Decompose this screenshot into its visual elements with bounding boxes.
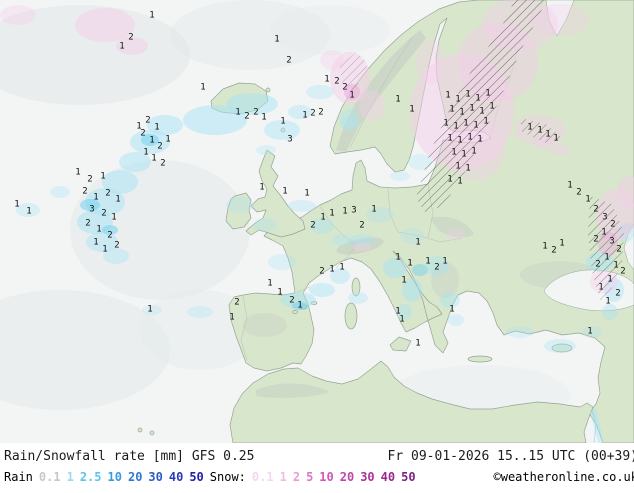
rain-legend: 0.1 1 2.5 10 20 30 40 50	[39, 467, 204, 487]
copyright: ©weatheronline.co.uk	[494, 467, 634, 487]
snow-legend-value: 20	[340, 467, 354, 487]
snow-legend-value: 0.1	[252, 467, 274, 487]
snow-legend-value: 40	[381, 467, 395, 487]
rain-legend-value: 40	[169, 467, 183, 487]
snow-legend-value: 30	[360, 467, 374, 487]
rain-legend-value: 50	[189, 467, 203, 487]
rain-legend-value: 30	[148, 467, 162, 487]
island-ibiza	[293, 311, 298, 314]
island-faroe	[266, 88, 270, 92]
caption-bar: Rain/Snowfall rate [mm] GFS 0.25 Fr 09-0…	[0, 443, 634, 493]
island-sardinia	[345, 303, 357, 329]
snow-legend-value: 10	[319, 467, 333, 487]
rain-legend-value: 0.1	[39, 467, 61, 487]
europe-precipitation-map	[0, 0, 634, 443]
snow-label: Snow:	[210, 467, 246, 487]
snow-legend-value: 5	[306, 467, 313, 487]
snow-legend-value: 1	[280, 467, 287, 487]
rain-legend-value: 1	[67, 467, 74, 487]
map-title: Rain/Snowfall rate [mm] GFS 0.25	[4, 446, 254, 467]
rain-legend-value: 10	[108, 467, 122, 487]
island-crete	[468, 356, 492, 362]
snow-legend-value: 50	[401, 467, 415, 487]
island-canary-2	[150, 431, 154, 435]
map-datetime: Fr 09-01-2026 15..15 UTC (00+39)	[388, 446, 634, 467]
rain-label: Rain	[4, 467, 33, 487]
island-canary-1	[138, 428, 142, 432]
snow-legend-value: 2	[293, 467, 300, 487]
rain-legend-value: 2.5	[80, 467, 102, 487]
rain-legend-value: 20	[128, 467, 142, 487]
